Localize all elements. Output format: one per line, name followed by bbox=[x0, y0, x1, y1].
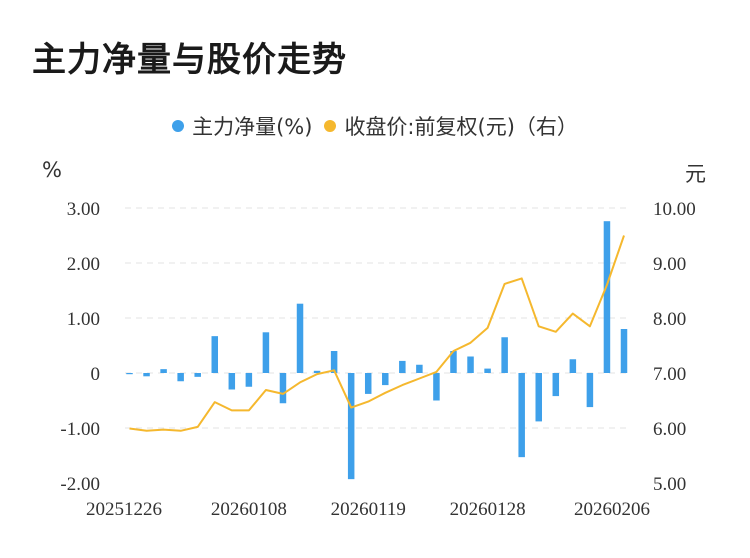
right-tick-label: 5.00 bbox=[653, 474, 686, 495]
bar-mark bbox=[143, 373, 150, 377]
bar-mark bbox=[228, 373, 236, 390]
right-axis-unit: 元 bbox=[685, 162, 706, 186]
bar-mark bbox=[484, 368, 491, 373]
bar-mark bbox=[296, 303, 304, 373]
bar-mark bbox=[586, 373, 594, 408]
legend-label-bar: 主力净量(%) bbox=[192, 115, 313, 139]
legend-item-bar[interactable]: 主力净量(%) bbox=[172, 111, 312, 141]
bar-mark bbox=[194, 373, 201, 377]
bar-mark bbox=[620, 329, 628, 373]
chart-title: 主力净量与股价走势 bbox=[32, 40, 347, 80]
left-tick-label: 3.00 bbox=[67, 199, 100, 220]
bar-mark bbox=[603, 221, 611, 373]
x-tick-label: 20260119 bbox=[331, 499, 406, 520]
x-tick-label: 20260206 bbox=[574, 499, 650, 520]
bar-mark bbox=[177, 373, 184, 382]
bar-mark bbox=[399, 360, 406, 373]
right-tick-label: 9.00 bbox=[653, 254, 686, 275]
bar-mark bbox=[450, 351, 457, 373]
chart-legend: 主力净量(%) 收盘价:前复权(元)（右） bbox=[0, 111, 750, 141]
bar-mark bbox=[160, 369, 167, 373]
bar-mark bbox=[467, 356, 474, 373]
left-tick-label: 0 bbox=[91, 364, 101, 385]
right-tick-label: 10.00 bbox=[653, 199, 696, 220]
legend-label-line: 收盘价:前复权(元)（右） bbox=[344, 115, 578, 139]
x-tick-label: 20251226 bbox=[86, 499, 162, 520]
bar-mark bbox=[569, 359, 577, 373]
bar-mark bbox=[552, 373, 560, 397]
right-tick-label: 8.00 bbox=[653, 309, 686, 330]
left-axis-unit: % bbox=[42, 158, 62, 182]
legend-dot-line bbox=[324, 120, 337, 132]
x-tick-label: 20260108 bbox=[211, 499, 287, 520]
legend-dot-bar bbox=[172, 120, 185, 132]
bar-mark bbox=[535, 373, 542, 422]
left-tick-label: -2.00 bbox=[60, 474, 100, 495]
right-tick-label: 7.00 bbox=[653, 364, 686, 385]
bar-mark bbox=[245, 373, 253, 387]
bar-mark bbox=[330, 351, 338, 373]
bar-mark bbox=[433, 373, 440, 401]
left-tick-label: -1.00 bbox=[60, 419, 100, 440]
bar-mark bbox=[347, 373, 355, 480]
bar-mark bbox=[501, 337, 508, 373]
bar-mark bbox=[518, 373, 525, 458]
bar-mark bbox=[262, 332, 270, 373]
left-tick-label: 2.00 bbox=[67, 254, 100, 275]
legend-item-line[interactable]: 收盘价:前复权(元)（右） bbox=[324, 111, 578, 141]
bar-mark bbox=[279, 373, 287, 404]
bar-mark bbox=[416, 364, 423, 373]
bar-mark bbox=[364, 373, 372, 394]
x-tick-label: 20260128 bbox=[450, 499, 526, 520]
bar-mark bbox=[382, 373, 389, 386]
bar-mark bbox=[313, 370, 321, 373]
right-tick-label: 6.00 bbox=[653, 419, 686, 440]
bar-mark bbox=[126, 373, 133, 375]
price-line bbox=[129, 235, 625, 432]
bar-mark bbox=[211, 336, 219, 373]
left-tick-label: 1.00 bbox=[67, 309, 100, 330]
